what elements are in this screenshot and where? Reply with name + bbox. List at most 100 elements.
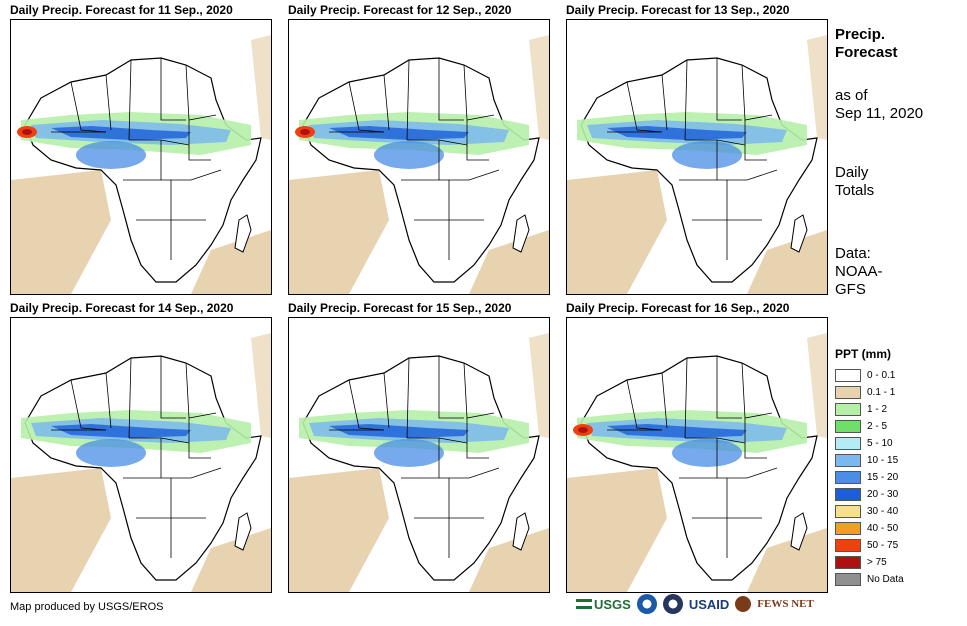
country-border [105,372,112,429]
panel-title: Daily Precip. Forecast for 14 Sep., 2020 [10,301,234,315]
legend-label: > 75 [867,557,887,568]
country-border [160,356,186,419]
rain-cell-central [374,439,444,467]
rain-cell-central [374,141,444,169]
rain-cell-central [672,141,742,169]
extreme-rain-cell-west [300,129,310,135]
legend-item: 50 - 75 [835,537,904,554]
legend-label: 1 - 2 [867,404,888,415]
country-border [188,418,211,459]
legend-title: PPT (mm) [835,347,892,361]
country-border [401,467,500,479]
country-border [744,418,767,459]
country-border [123,169,222,181]
legend-item: 10 - 15 [835,452,904,469]
panel-title: Daily Precip. Forecast for 16 Sep., 2020 [566,301,790,315]
legend-swatch [835,505,861,518]
africa-map-svg [11,35,271,294]
usgs-logo: USGS [576,597,631,612]
legend-label: 15 - 20 [867,472,899,483]
legend-swatch [835,403,861,416]
dry-region-indian-ocean [807,35,827,140]
legend-item: 1 - 2 [835,401,904,418]
legend-swatch [835,522,861,535]
legend-label: 0 - 0.1 [867,370,896,381]
usgs-wave-icon [576,599,592,609]
africa-outline [24,355,262,581]
legend-label: 0.1 - 1 [867,387,896,398]
fews-globe-icon [735,596,752,612]
rain-belt-heavy [329,424,469,438]
country-border [406,59,410,141]
extreme-rain-cell-west [578,427,588,433]
asof-line-1: as of [835,87,868,104]
legend-item: > 75 [835,554,904,571]
country-border [661,372,668,429]
precip-map [566,317,828,593]
country-border [679,169,778,181]
country-border [383,74,390,131]
usaid-seal-icon [662,594,683,614]
legend-item: 0.1 - 1 [835,384,904,401]
legend-label: 10 - 15 [867,455,899,466]
dry-region-southeast [747,230,827,294]
dry-region-indian-ocean [807,333,827,438]
panel-title: Daily Precip. Forecast for 12 Sep., 2020 [288,3,512,17]
africa-outline [24,57,262,283]
data-line-1: Data: [835,245,871,262]
africa-map-svg [289,333,549,592]
country-border [70,379,107,431]
rain-belt-heavy [607,126,747,140]
madagascar-outline [512,512,530,551]
legend-swatch [835,386,861,399]
usaid-logo-text: USAID [688,596,730,612]
legend-label: 5 - 10 [867,438,893,449]
madagascar-outline [790,512,808,551]
dry-region-southwest [289,468,389,592]
legend-item: 5 - 10 [835,435,904,452]
country-border [401,169,500,181]
legend-label: 2 - 5 [867,421,888,432]
legend-label: 20 - 30 [867,489,899,500]
country-border [744,120,767,161]
asof-date: Sep 11, 2020 [835,105,924,122]
dry-region-southwest [11,170,111,294]
country-border [626,379,663,431]
legend-swatch [835,369,861,382]
dry-region-indian-ocean [529,333,549,438]
legend-swatch [835,471,861,484]
legend-swatch [835,556,861,569]
country-border [348,81,385,133]
rain-belt-heavy [51,126,191,140]
dry-region-southeast [469,528,549,592]
legend-item: 40 - 50 [835,520,904,537]
panel-title: Daily Precip. Forecast for 15 Sep., 2020 [288,301,512,315]
country-border [160,58,186,121]
precip-map [566,19,828,295]
country-border [348,379,385,431]
dry-region-southwest [567,170,667,294]
legend-swatch [835,573,861,586]
legend-label: 30 - 40 [867,506,899,517]
precip-map [10,19,272,295]
country-border [684,357,688,439]
precip-map [288,317,550,593]
rain-cell-central [76,439,146,467]
madagascar-outline [234,512,252,551]
legend-label: 40 - 50 [867,523,899,534]
country-border [128,357,132,439]
extreme-rain-cell-west [22,129,32,135]
legend-label: 50 - 75 [867,540,899,551]
country-border [70,81,107,133]
dry-region-southeast [469,230,549,294]
dry-region-southeast [191,230,271,294]
country-border [105,74,112,131]
agency-logos: USGS USAID FEWS NET [576,594,814,614]
precip-legend: PPT (mm) 0 - 0.1 0.1 - 1 1 - 2 2 - 5 5 - 10 1… [835,347,904,588]
rain-belt-heavy [607,424,747,438]
country-border [684,59,688,141]
legend-rows: 0 - 0.1 0.1 - 1 1 - 2 2 - 5 5 - 10 10 - 15 15 … [835,367,904,588]
dry-region-indian-ocean [251,35,271,140]
country-border [716,58,742,121]
africa-map-svg [11,333,271,592]
